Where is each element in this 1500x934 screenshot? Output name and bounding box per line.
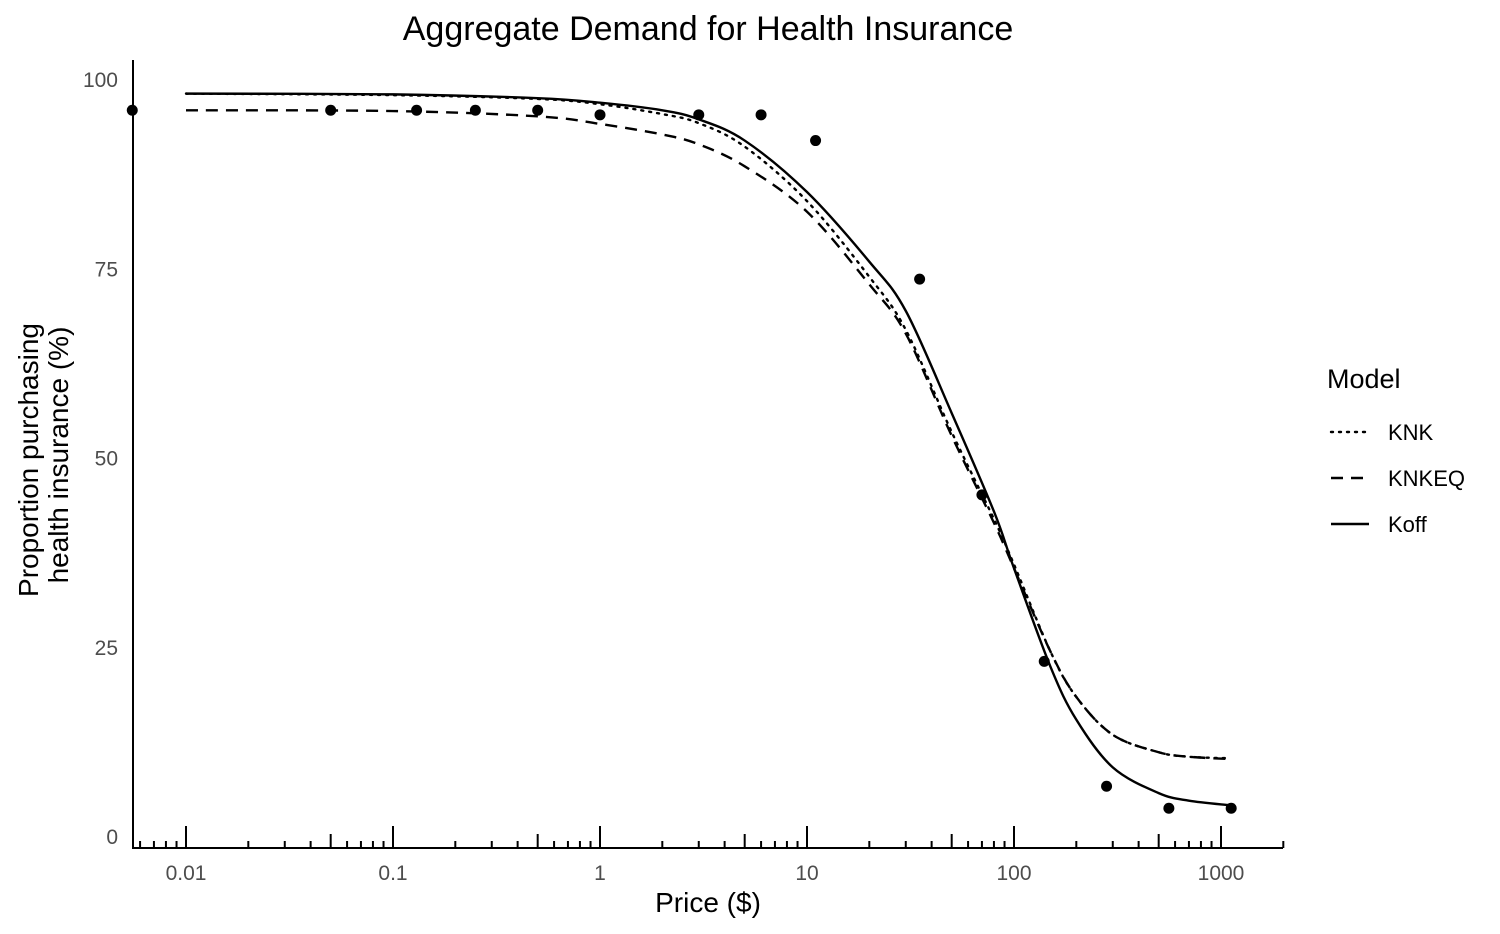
y-axis-title: Proportion purchasing health insurance (… [13,323,74,597]
x-tick-label: 1000 [1198,862,1245,885]
data-point [532,104,544,116]
series-line-knkeq [185,109,1230,761]
data-point [411,104,423,116]
chart-title: Aggregate Demand for Health Insurance [403,10,1013,48]
data-point [126,104,138,116]
series-line-knk [184,92,1231,760]
data-point [976,489,988,501]
data-point [1101,780,1113,792]
series-lines [184,92,1231,807]
data-point [325,104,337,116]
y-tick-label: 0 [106,826,118,849]
legend-label-koff: Koff [1388,512,1428,537]
x-tick-label: 1 [594,862,606,885]
x-tick-label: 10 [795,862,818,885]
y-tick-label: 100 [83,69,118,92]
x-tick-label: 0.1 [378,862,407,885]
legend: Model KNK KNKEQ Koff [1327,364,1465,537]
y-axis-title-line-2: health insurance (%) [43,327,74,584]
x-tick-label: 0.01 [166,862,207,885]
y-tick-label: 75 [95,258,118,281]
x-axis-ticks: 0.01 0.1 1 10 100 1000 [139,826,1285,885]
legend-label-knkeq: KNKEQ [1388,466,1465,491]
data-point [914,273,926,285]
legend-label-knk: KNK [1388,420,1434,445]
data-points [126,104,1237,814]
legend-title: Model [1327,364,1401,394]
data-point [810,135,822,147]
legend-entries: KNK KNKEQ Koff [1329,420,1465,537]
axes [132,60,1283,849]
data-point [1163,802,1175,814]
y-tick-label: 50 [95,448,118,471]
x-axis-title: Price ($) [655,887,761,918]
y-axis-title-line-1: Proportion purchasing [13,323,44,597]
data-point [693,109,705,121]
x-tick-label: 100 [996,862,1031,885]
data-point [755,109,767,121]
series-line-koff [185,92,1230,807]
data-point [469,104,481,116]
y-tick-label: 25 [95,637,118,660]
data-point [594,109,606,121]
y-axis-ticks: 0 25 50 75 100 [83,69,118,849]
data-point [1038,655,1050,667]
data-point [1225,802,1237,814]
